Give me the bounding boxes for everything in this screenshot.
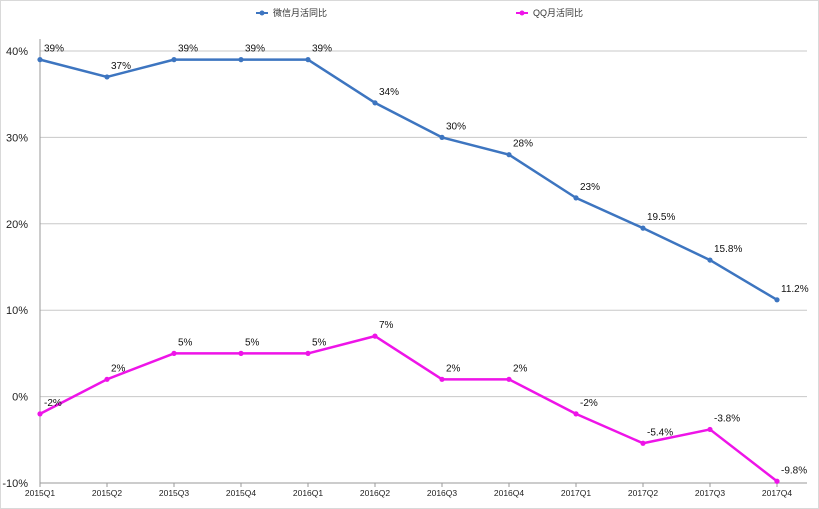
data-label: 39% [178,44,198,55]
data-point [171,350,177,356]
x-tick-label: 2017Q2 [628,488,659,498]
data-point [104,74,110,80]
data-label: 39% [312,44,332,55]
series-line-2 [39,334,778,483]
data-point [506,376,512,382]
y-tick-label: -10% [2,478,28,490]
x-tick-label: 2016Q3 [427,488,458,498]
data-point [774,478,780,484]
data-point [439,376,445,382]
data-label: 5% [178,337,193,348]
x-tick-label: 2017Q4 [762,488,793,498]
y-tick-label: 40% [6,46,28,58]
data-label: 39% [245,44,265,55]
data-point [439,134,445,140]
legend-swatch-marker [519,10,525,16]
data-label: 23% [580,182,600,193]
data-label: 2% [513,363,528,374]
y-tick-label: 20% [6,219,28,231]
data-point [372,100,378,106]
gridlines [40,50,807,484]
data-point [573,195,579,201]
data-label: 15.8% [714,244,742,255]
data-point [37,57,43,63]
legend-label: 微信月活同比 [273,7,327,18]
axes: -10% 0% 10% 20% 30% 40% 2015Q1 2015Q2 2015Q3 2015… [2,39,807,498]
data-point [171,57,177,63]
data-point [707,257,713,263]
x-tick-label: 2015Q3 [159,488,190,498]
data-label: 7% [379,320,394,331]
x-tick-label: 2016Q2 [360,488,391,498]
data-label: 28% [513,139,533,150]
data-point [104,376,110,382]
data-label: 37% [111,61,131,72]
data-point [305,57,311,63]
data-point [707,426,713,433]
series-line-1 [39,58,778,301]
x-tick-label: 2016Q4 [494,488,525,498]
data-point [640,225,646,231]
data-label: -9.8% [781,465,807,476]
data-labels: 39% 37% 39% 39% 39% 34% 30% 28% 23% 19.5% 15.8% 11.… [44,44,809,477]
legend-swatch-marker [259,10,265,16]
x-tick-label: 2015Q4 [226,488,257,498]
data-label: 19.5% [647,212,675,223]
x-tick-label: 2016Q1 [293,488,324,498]
data-point [573,411,579,417]
series-lines [37,57,780,484]
data-point [372,333,378,339]
y-tick-label: 0% [12,392,28,404]
data-point [774,297,780,303]
data-label: -3.8% [714,413,740,424]
data-point [37,411,43,417]
data-label: -2% [580,398,598,409]
x-tick-label: 2017Q3 [695,488,726,498]
data-point [305,350,311,356]
data-label: 34% [379,87,399,98]
x-tick-label: 2015Q1 [25,488,56,498]
data-label: 11.2% [781,284,809,295]
data-point [238,350,244,356]
data-label: 5% [312,337,327,348]
y-tick-label: 10% [6,305,28,317]
data-label: 2% [111,363,126,374]
data-point [506,152,512,158]
data-label: 2% [446,363,461,374]
legend: 微信月活同比 QQ月活同比 [256,7,583,18]
data-label: -2% [44,398,62,409]
x-tick-label: 2017Q1 [561,488,592,498]
data-label: -5.4% [647,427,673,438]
data-label: 30% [446,121,466,132]
y-tick-label: 30% [6,132,28,144]
data-label: 5% [245,337,260,348]
data-point [640,440,646,446]
data-point [238,57,244,63]
data-label: 39% [44,44,64,55]
x-tick-label: 2015Q2 [92,488,123,498]
legend-label: QQ月活同比 [533,7,583,18]
